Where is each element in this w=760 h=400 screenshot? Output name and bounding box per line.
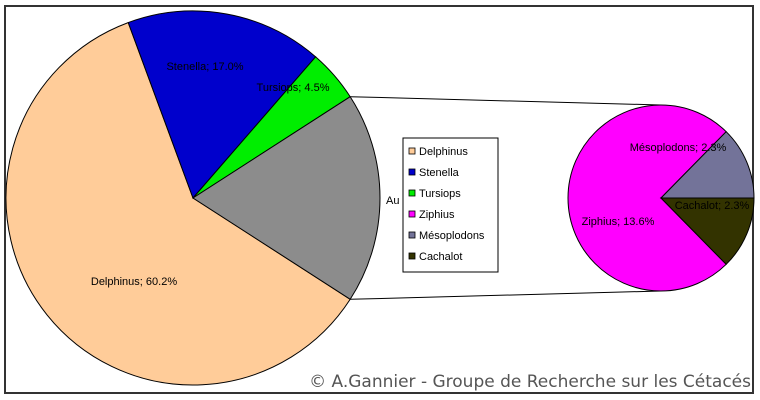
connector-line-top (350, 96, 662, 106)
legend-label-tursiops: Tursiops (419, 188, 461, 200)
copyright-credit: © A.Gannier - Groupe de Recherche sur le… (309, 372, 751, 392)
connector-lines (350, 96, 662, 300)
legend-swatch-mesoplodons (408, 231, 416, 239)
secondary-label-cachalot: Cachalot; 2.3% (675, 200, 750, 212)
legend: Delphinus Stenella Tursiops Ziphius Mésoplod… (402, 137, 499, 273)
secondary-slice-cachalot (659, 197, 755, 266)
secondary-slice-mesoplodons (659, 130, 755, 199)
main-pie-labels: Delphinus; 60.2% Stenella; 17.0% Tursiops;… (91, 61, 400, 288)
legend-label-delphinus: Delphinus (419, 146, 468, 158)
slice-label-delphinus: Delphinus; 60.2% (91, 276, 177, 288)
secondary-pie (567, 104, 755, 292)
pie-slice-delphinus (5, 21, 351, 386)
secondary-slice-ziphius (567, 104, 727, 292)
legend-box (402, 137, 499, 273)
main-pie (5, 10, 381, 386)
legend-swatch-tursiops (408, 189, 416, 197)
pie-slice-autres (192, 96, 381, 300)
pie-slice-stenella (127, 10, 317, 199)
slice-label-autres: Au (386, 195, 399, 207)
slice-label-tursiops: Tursiops; 4.5% (257, 82, 330, 94)
legend-label-stenella: Stenella (419, 167, 460, 179)
legend-swatch-ziphius (408, 210, 416, 218)
legend-swatch-stenella (408, 168, 416, 176)
legend-label-mesoplodons: Mésoplodons (419, 230, 485, 242)
secondary-label-ziphius: Ziphius; 13.6% (582, 216, 655, 228)
legend-swatch-delphinus (408, 147, 416, 155)
secondary-pie-labels: Ziphius; 13.6% Mésoplodons; 2.3% Cachalot;… (582, 142, 750, 228)
legend-label-ziphius: Ziphius (419, 209, 455, 221)
connector-line-bottom (350, 290, 662, 300)
slice-label-stenella: Stenella; 17.0% (166, 61, 243, 73)
secondary-label-mesoplodons: Mésoplodons; 2.3% (630, 142, 727, 154)
legend-label-cachalot: Cachalot (419, 251, 462, 263)
legend-swatch-cachalot (408, 252, 416, 260)
